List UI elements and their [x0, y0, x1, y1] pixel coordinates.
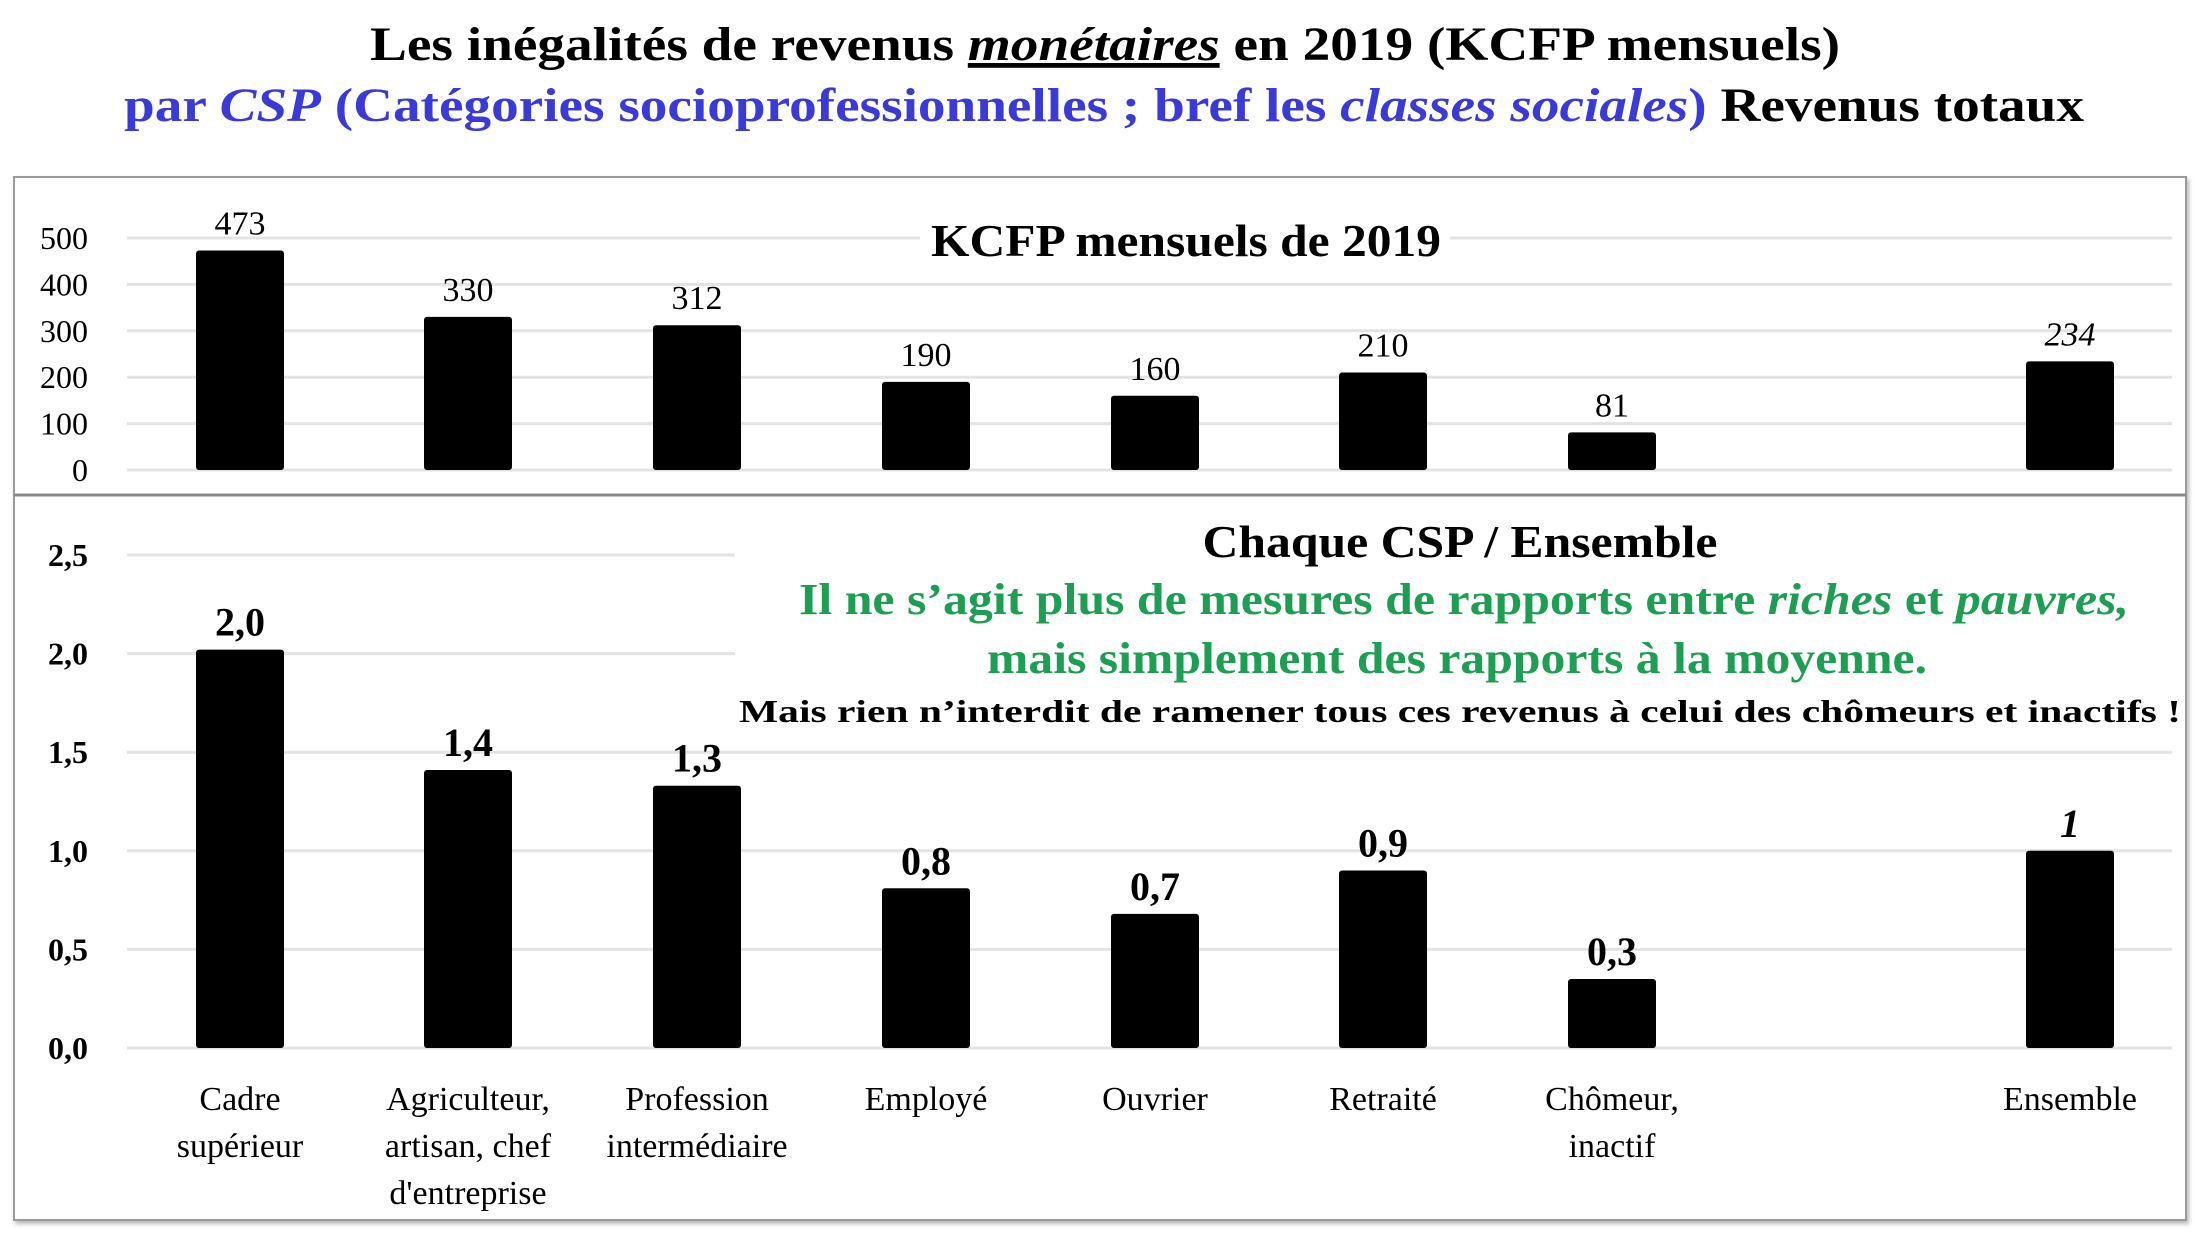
bar — [1568, 432, 1656, 470]
y-tick-label: 100 — [40, 406, 88, 442]
subtitle-csp: CSP — [220, 79, 322, 132]
bar — [196, 250, 284, 470]
top-title-bg — [920, 215, 1450, 270]
bar — [653, 325, 741, 470]
x-category-label: Cadre supérieur — [177, 1081, 304, 1165]
bar — [882, 888, 970, 1048]
annotation-pauvres: pauvres, — [1951, 575, 2129, 624]
value-label: 0,3 — [1587, 929, 1637, 974]
category-label-line: Profession — [625, 1081, 769, 1118]
bar — [1111, 395, 1199, 470]
bottom-chart-title: Chaque CSP / Ensemble — [1203, 516, 1718, 567]
bar — [1111, 913, 1199, 1048]
x-category-label: Chômeur, inactif — [1545, 1081, 1679, 1165]
value-label: 1,4 — [443, 720, 493, 765]
y-tick-label: 200 — [40, 359, 88, 395]
category-label-line: d'entreprise — [389, 1175, 546, 1212]
category-label-line: Ouvrier — [1102, 1081, 1208, 1118]
subtitle-part: par — [124, 79, 220, 132]
subtitle-part: ) — [1688, 79, 1706, 132]
green-annotation-line1: Il ne s’agit plus de mesures de rapports… — [799, 575, 2129, 624]
value-label: 1 — [2060, 801, 2080, 846]
bar — [2026, 850, 2114, 1048]
category-label-line: Retraité — [1329, 1081, 1437, 1118]
category-label-line: Employé — [865, 1081, 988, 1118]
bar — [2026, 361, 2114, 470]
y-tick-label: 1,5 — [48, 734, 88, 770]
annotation-part: Il ne s’agit plus de mesures de rapports… — [799, 575, 1768, 624]
value-label: 2,0 — [215, 600, 265, 645]
value-label: 473 — [215, 206, 266, 243]
value-label: 234 — [2045, 316, 2096, 353]
y-tick-label: 0,0 — [48, 1030, 88, 1066]
main-subtitle: par CSP (Catégories socioprofessionnelle… — [124, 79, 2084, 132]
x-category-label: Ensemble — [2003, 1081, 2137, 1118]
bar — [882, 381, 970, 470]
bar — [653, 785, 741, 1048]
bar — [424, 316, 512, 470]
subtitle-totals: Revenus totaux — [1707, 79, 2084, 132]
category-label-line: Chômeur, — [1545, 1081, 1679, 1118]
subtitle-classes: classes sociales — [1340, 79, 1688, 132]
value-label: 160 — [1130, 351, 1181, 388]
top-chart-title: KCFP mensuels de 2019 — [931, 215, 1441, 266]
value-label: 330 — [443, 272, 494, 309]
category-label-line: artisan, chef — [385, 1128, 552, 1165]
bottom-note-bg — [735, 517, 2180, 732]
black-annotation-note: Mais rien n’interdit de ramener tous ces… — [739, 693, 2181, 729]
category-label-line: Cadre — [199, 1081, 280, 1118]
y-tick-label: 2,0 — [48, 636, 88, 672]
value-label: 210 — [1358, 328, 1409, 365]
value-label: 1,3 — [672, 736, 722, 781]
x-category-label: Employé — [865, 1081, 988, 1118]
green-annotation-line2: mais simplement des rapports à la moyenn… — [987, 634, 1927, 683]
y-tick-label: 500 — [40, 220, 88, 256]
x-category-label: Retraité — [1329, 1081, 1437, 1118]
annotation-riches: riches — [1768, 575, 1893, 624]
bar — [1339, 372, 1427, 470]
category-label-line: supérieur — [177, 1128, 304, 1165]
x-category-label: Agriculteur, artisan, chef d'entreprise — [385, 1081, 552, 1212]
title-part: Les inégalités de revenus — [370, 18, 968, 71]
value-label: 312 — [672, 280, 723, 317]
subtitle-part: (Catégories socioprofessionnelles ; bref… — [321, 79, 1340, 132]
value-label: 0,8 — [901, 838, 951, 883]
category-label-line: intermédiaire — [606, 1128, 787, 1165]
bar — [1339, 870, 1427, 1048]
y-tick-label: 300 — [40, 313, 88, 349]
y-tick-label: 0,5 — [48, 931, 88, 967]
value-label: 0,9 — [1358, 821, 1408, 866]
bar — [424, 769, 512, 1048]
y-tick-label: 1,0 — [48, 833, 88, 869]
y-tick-label: 0 — [72, 452, 88, 488]
bar — [1568, 978, 1656, 1048]
title-part: en 2019 (KCFP mensuels) — [1220, 18, 1840, 71]
category-label-line: Agriculteur, — [386, 1081, 550, 1118]
y-tick-label: 400 — [40, 266, 88, 302]
main-title: Les inégalités de revenus monétaires en … — [370, 18, 1840, 71]
x-category-label: Profession intermédiaire — [606, 1081, 787, 1165]
title-emphasis: monétaires — [968, 18, 1220, 71]
x-category-label: Ouvrier — [1102, 1081, 1208, 1118]
y-tick-label: 2,5 — [48, 537, 88, 573]
value-label: 0,7 — [1130, 864, 1180, 909]
category-label-line: inactif — [1569, 1128, 1657, 1165]
category-label-line: Ensemble — [2003, 1081, 2137, 1118]
value-label: 81 — [1595, 387, 1629, 424]
bar — [196, 649, 284, 1048]
annotation-part: et — [1892, 575, 1956, 624]
value-label: 190 — [901, 337, 952, 374]
